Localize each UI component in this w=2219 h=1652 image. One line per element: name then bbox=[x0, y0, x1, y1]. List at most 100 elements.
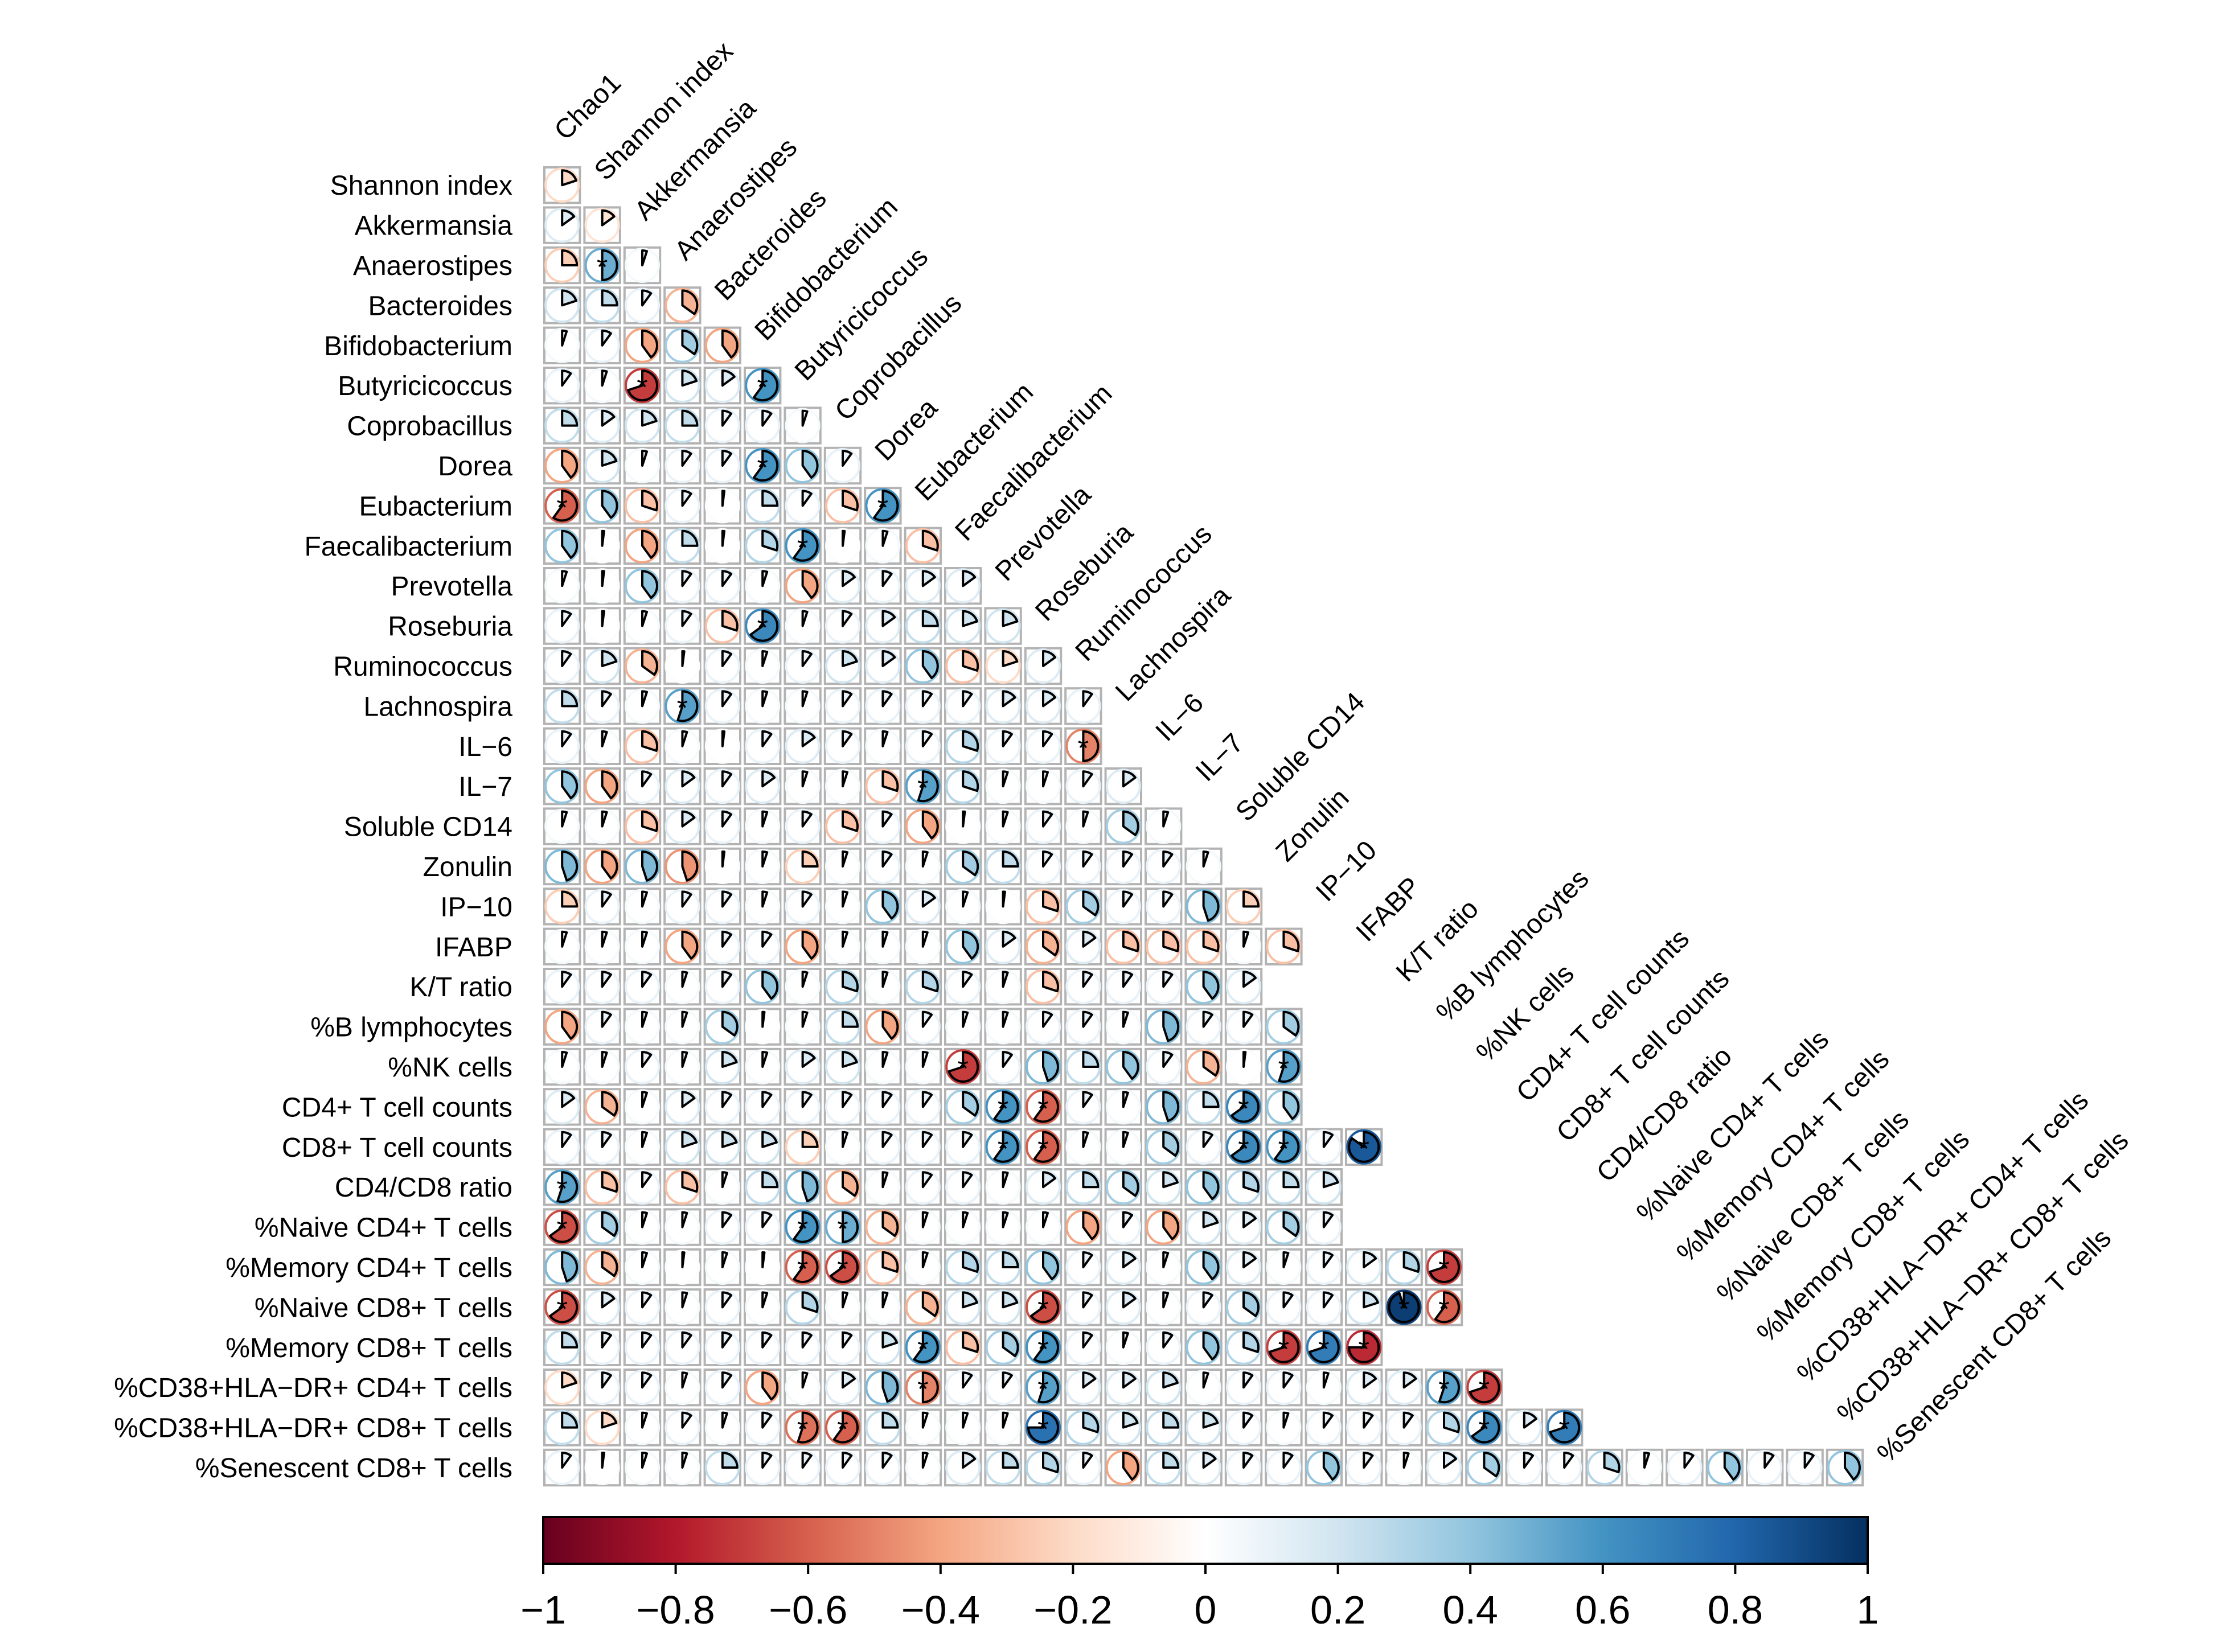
cell-ring bbox=[985, 1329, 1021, 1365]
cell-ring bbox=[945, 1089, 981, 1125]
cell-ring bbox=[1026, 648, 1061, 684]
corr-cell bbox=[1224, 1168, 1263, 1206]
colorbar-tick-label: −1 bbox=[520, 1588, 566, 1632]
significance-star: * bbox=[797, 1213, 808, 1245]
pie-slice bbox=[1122, 810, 1139, 836]
corr-cell bbox=[864, 1047, 902, 1086]
pie-slice bbox=[1042, 1211, 1049, 1228]
corr-cell bbox=[1064, 847, 1102, 886]
cell-ring bbox=[905, 889, 941, 924]
corr-cell bbox=[744, 887, 782, 926]
corr-cell: * bbox=[1545, 1408, 1584, 1446]
corr-cell bbox=[1224, 1008, 1263, 1046]
pie-slice bbox=[1082, 1291, 1093, 1309]
pie-slice bbox=[601, 329, 612, 347]
pie-slice bbox=[1122, 850, 1134, 868]
significance-star: * bbox=[757, 371, 768, 403]
corr-cell bbox=[864, 1288, 902, 1326]
pie-slice bbox=[1082, 1131, 1089, 1148]
cell-ring bbox=[704, 969, 740, 1005]
colorbar-tick-label: −0.8 bbox=[636, 1588, 715, 1632]
cell-ring bbox=[985, 969, 1021, 1005]
cell-ring bbox=[584, 1169, 620, 1205]
corr-cell bbox=[1145, 1088, 1183, 1126]
corr-cell bbox=[1064, 1369, 1102, 1407]
pie-slice bbox=[801, 450, 819, 479]
corr-cell bbox=[1145, 1208, 1183, 1246]
column-label: IL−7 bbox=[1190, 728, 1249, 787]
cell-ring bbox=[1065, 688, 1101, 724]
cell-ring bbox=[584, 849, 620, 884]
pie-slice bbox=[1002, 1452, 1019, 1469]
corr-cell bbox=[583, 1047, 621, 1086]
corr-cell bbox=[1265, 1369, 1303, 1407]
corr-cell bbox=[984, 847, 1022, 886]
cell-ring bbox=[825, 688, 860, 724]
cell-ring bbox=[625, 1250, 660, 1285]
pie-slice bbox=[681, 1371, 688, 1389]
corr-cell bbox=[1585, 1448, 1623, 1487]
cell-ring bbox=[745, 688, 781, 724]
pie-slice bbox=[962, 1452, 977, 1469]
corr-cell: * bbox=[1425, 1369, 1463, 1407]
significance-star: * bbox=[917, 772, 928, 804]
corr-cell bbox=[623, 1248, 662, 1287]
pie-slice bbox=[681, 1251, 686, 1268]
pie-slice bbox=[1122, 1091, 1129, 1108]
cell-ring bbox=[1226, 1329, 1261, 1365]
corr-cell bbox=[623, 527, 662, 565]
pie-slice bbox=[1002, 850, 1019, 868]
cell-ring bbox=[625, 808, 660, 844]
corr-cell bbox=[623, 767, 662, 806]
cell-ring bbox=[1105, 1409, 1141, 1445]
corr-cell bbox=[543, 807, 581, 845]
pie-slice bbox=[881, 850, 893, 868]
cell-ring bbox=[665, 528, 700, 564]
cell-ring bbox=[985, 1370, 1021, 1406]
significance-star: * bbox=[1037, 1133, 1048, 1165]
corr-cell bbox=[543, 1448, 581, 1487]
cell-ring bbox=[785, 1289, 821, 1325]
significance-star: * bbox=[877, 491, 888, 523]
cell-ring bbox=[665, 769, 700, 804]
cell-ring bbox=[704, 488, 740, 524]
corr-cell bbox=[583, 887, 621, 926]
corr-cell bbox=[623, 727, 662, 765]
row-label: Eubacterium bbox=[359, 491, 512, 521]
pie-slice bbox=[1002, 1251, 1019, 1268]
corr-cell bbox=[864, 1168, 902, 1206]
corr-cell bbox=[663, 968, 702, 1006]
significance-star: * bbox=[1078, 732, 1089, 764]
cell-ring bbox=[1026, 1049, 1061, 1084]
cell-ring bbox=[745, 648, 781, 684]
corr-cell bbox=[703, 446, 741, 485]
pie-slice bbox=[1763, 1452, 1775, 1469]
pie-slice bbox=[1082, 690, 1093, 708]
correlation-cells: ** *** ******* ** * ** * * * *** * ** * ** * * ** * * * ** * *… bbox=[543, 166, 1864, 1487]
corr-cell bbox=[823, 527, 862, 565]
cell-ring bbox=[1146, 1129, 1182, 1165]
cell-ring bbox=[905, 1289, 941, 1325]
cell-ring bbox=[905, 808, 941, 844]
corr-cell bbox=[623, 326, 662, 364]
pie-slice bbox=[801, 1331, 813, 1349]
cell-ring bbox=[584, 769, 620, 804]
pie-slice bbox=[801, 810, 813, 828]
corr-cell bbox=[623, 1208, 662, 1246]
cell-ring bbox=[1266, 1169, 1302, 1205]
corr-cell bbox=[623, 1128, 662, 1166]
cell-ring bbox=[905, 969, 941, 1005]
cell-ring bbox=[1026, 1450, 1061, 1485]
corr-cell bbox=[864, 687, 902, 725]
cell-ring bbox=[905, 1409, 941, 1445]
cell-ring bbox=[704, 608, 740, 644]
pie-slice bbox=[1082, 810, 1089, 828]
corr-cell bbox=[1145, 1448, 1183, 1487]
corr-cell bbox=[984, 1008, 1022, 1046]
corr-cell bbox=[623, 1369, 662, 1407]
corr-cell bbox=[1224, 1288, 1263, 1326]
corr-cell bbox=[1265, 1408, 1303, 1446]
corr-cell bbox=[1224, 1328, 1263, 1367]
corr-cell bbox=[1145, 1328, 1183, 1367]
corr-cell bbox=[543, 767, 581, 806]
